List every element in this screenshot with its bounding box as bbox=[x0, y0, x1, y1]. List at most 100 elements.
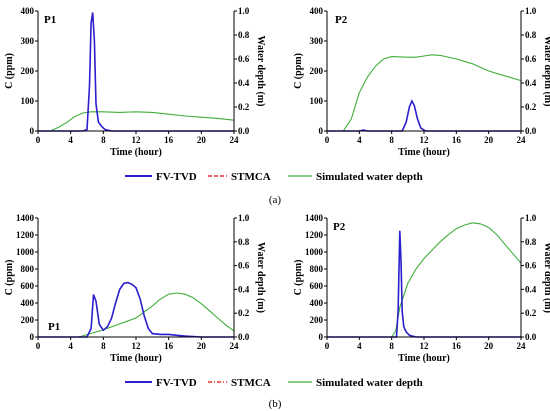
y-tick-label: 0 bbox=[30, 332, 35, 342]
series-depth-a-p2 bbox=[327, 54, 522, 132]
chart-a-p2: 0 4 8 12 16 20 24 0 100 200 300 400 0.0 0.2 0.4 0.6 0.8 1… bbox=[293, 6, 550, 158]
x-tick-label: 8 bbox=[101, 341, 106, 351]
y2-tick-label: 0.8 bbox=[525, 237, 537, 247]
x-axis-label: Time (hour) bbox=[398, 147, 450, 158]
legend-a: FV-TVD STMCA Simulated water depth bbox=[125, 171, 423, 183]
x-tick-label: 24 bbox=[230, 135, 240, 145]
panel-title: P1 bbox=[44, 14, 56, 26]
y-tick-label: 800 bbox=[310, 264, 324, 274]
legend-a-stmca-label: STMCA bbox=[231, 171, 271, 183]
y2-tick-label: 0.2 bbox=[238, 308, 250, 318]
y2-tick-label: 0.0 bbox=[525, 126, 537, 136]
y-tick-label: 600 bbox=[310, 281, 324, 291]
y-tick-label: 800 bbox=[21, 264, 35, 274]
x-tick-label: 8 bbox=[101, 135, 106, 145]
y-axis-label: C (ppm) bbox=[293, 53, 304, 89]
y-tick-label: 400 bbox=[21, 298, 35, 308]
series-stmca-a-p2 bbox=[327, 99, 521, 132]
x-tick-label: 16 bbox=[452, 135, 462, 145]
y-tick-label: 100 bbox=[21, 96, 35, 106]
y-tick-label: 1000 bbox=[305, 247, 324, 257]
x-tick-label: 20 bbox=[484, 135, 494, 145]
x-axis-label: Time (hour) bbox=[110, 353, 162, 364]
charts-group: 0 4 8 12 16 20 2401002003004000.00.20.40.60.81… bbox=[4, 6, 550, 364]
x-tick-label: 0 bbox=[36, 135, 41, 145]
series-depth-b-p1 bbox=[38, 292, 235, 338]
y2-tick-label: 0.4 bbox=[525, 78, 537, 88]
legend-a-depth-label: Simulated water depth bbox=[316, 171, 423, 183]
y-axis-label: C (ppm) bbox=[4, 53, 15, 89]
y2-tick-label: 1.0 bbox=[525, 213, 537, 223]
x-tick-label: 16 bbox=[164, 135, 174, 145]
y-tick-label: 300 bbox=[310, 36, 324, 46]
y2-axis-label: Water depth (m) bbox=[255, 242, 266, 313]
series-stmca-a-p1 bbox=[38, 12, 234, 132]
y2-tick-label: 0.8 bbox=[525, 30, 537, 40]
panel-title: P2 bbox=[335, 14, 348, 26]
x-tick-label: 4 bbox=[357, 341, 362, 351]
series-stmca-b-p1 bbox=[38, 282, 234, 338]
y-tick-label: 600 bbox=[21, 281, 35, 291]
y-tick-label: 0 bbox=[30, 126, 35, 136]
series-depth-b-p2 bbox=[327, 222, 522, 338]
y2-tick-label: 0.4 bbox=[525, 284, 537, 294]
x-tick-label: 8 bbox=[389, 341, 394, 351]
y-tick-label: 100 bbox=[310, 96, 324, 106]
y2-tick-label: 0.2 bbox=[238, 102, 250, 112]
legend-b: FV-TVD STMCA Simulated water depth bbox=[125, 377, 423, 389]
y-tick-label: 1000 bbox=[16, 247, 35, 257]
x-tick-label: 4 bbox=[68, 341, 73, 351]
y2-tick-label: 1.0 bbox=[525, 6, 537, 16]
series-depth-a-p1 bbox=[38, 111, 235, 132]
y2-tick-label: 0.6 bbox=[238, 261, 250, 271]
y2-tick-label: 1.0 bbox=[238, 6, 250, 16]
series-fvtvd-a-p2 bbox=[327, 99, 521, 132]
x-tick-label: 16 bbox=[452, 341, 462, 351]
x-tick-label: 4 bbox=[68, 135, 73, 145]
x-tick-label: 12 bbox=[420, 341, 430, 351]
panel-title: P2 bbox=[333, 221, 346, 233]
x-tick-label: 12 bbox=[132, 341, 142, 351]
y-tick-label: 1200 bbox=[16, 230, 35, 240]
y2-tick-label: 0.4 bbox=[238, 284, 250, 294]
x-tick-label: 24 bbox=[230, 341, 240, 351]
y-tick-label: 200 bbox=[21, 66, 35, 76]
y-tick-label: 200 bbox=[21, 315, 35, 325]
chart-b-p1: 0 4 8 12 16 20 24 0 200 400 600 800 1000 1200 1400 0.0 0… bbox=[4, 213, 266, 364]
y-tick-label: 400 bbox=[310, 298, 324, 308]
y-tick-label: 0 bbox=[319, 332, 324, 342]
y2-tick-label: 0.8 bbox=[238, 237, 250, 247]
y2-tick-label: 0.0 bbox=[525, 332, 537, 342]
y-tick-label: 400 bbox=[21, 6, 35, 16]
y-axis-label: C (ppm) bbox=[293, 260, 304, 296]
x-tick-label: 8 bbox=[389, 135, 394, 145]
legend-b-stmca-label: STMCA bbox=[231, 377, 271, 389]
legend-a-fvtvd-label: FV-TVD bbox=[156, 171, 197, 183]
series-fvtvd-b-p2 bbox=[327, 230, 521, 338]
x-tick-label: 0 bbox=[325, 135, 330, 145]
x-tick-label: 20 bbox=[484, 341, 494, 351]
y2-tick-label: 0.0 bbox=[238, 332, 250, 342]
x-tick-label: 12 bbox=[132, 135, 142, 145]
caption-b: (b) bbox=[269, 398, 282, 410]
x-axis-label: Time (hour) bbox=[110, 147, 162, 158]
y-tick-label: 0 bbox=[319, 126, 324, 136]
y2-tick-label: 0.4 bbox=[238, 78, 250, 88]
series-stmca-b-p2 bbox=[327, 230, 521, 338]
x-tick-label: 0 bbox=[325, 341, 330, 351]
y-tick-label: 400 bbox=[310, 6, 324, 16]
caption-a: (a) bbox=[269, 194, 282, 206]
chart-a-p1: 0 4 8 12 16 20 24 0 100 200 300 400 0.0 0.2 0.4 0.6 0.8 1… bbox=[4, 6, 266, 158]
series-fvtvd-a-p1 bbox=[38, 12, 234, 132]
y-tick-label: 200 bbox=[310, 66, 324, 76]
y2-axis-label: Water depth (m) bbox=[255, 36, 266, 107]
series-fvtvd-b-p1 bbox=[38, 281, 234, 338]
y2-tick-label: 0.6 bbox=[525, 54, 537, 64]
y-axis-label: C (ppm) bbox=[4, 260, 15, 296]
y2-tick-label: 0.6 bbox=[525, 261, 537, 271]
x-axis-label: Time (hour) bbox=[398, 353, 450, 364]
x-tick-label: 12 bbox=[420, 135, 430, 145]
y-tick-label: 1400 bbox=[16, 213, 35, 223]
y2-tick-label: 1.0 bbox=[238, 213, 250, 223]
